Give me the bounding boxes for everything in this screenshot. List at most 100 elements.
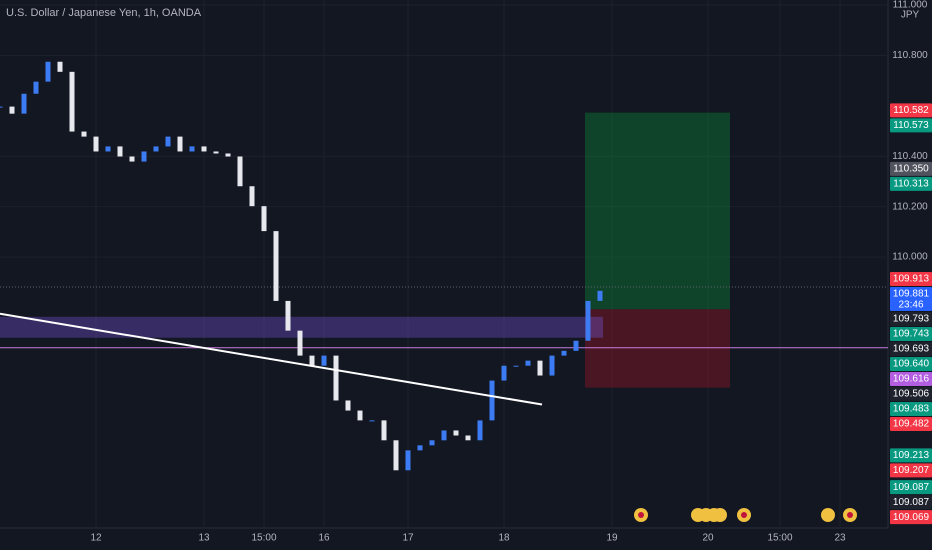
candle-body (381, 420, 387, 441)
candle-body (441, 430, 447, 441)
candle-body (585, 300, 591, 341)
price-tag (890, 286, 932, 311)
candle-body (117, 146, 123, 157)
x-tick-label: 15:00 (767, 533, 792, 544)
x-tick-label: 17 (402, 533, 414, 544)
candle-body (213, 151, 219, 154)
price-tag-label: 110.313 (893, 178, 929, 189)
candle-body (417, 445, 423, 451)
candle-body (345, 400, 351, 411)
candle-body (237, 156, 243, 187)
price-tag-label: 109.482 (893, 419, 930, 430)
event-icon (847, 512, 853, 518)
price-tag-label: 109.743 (893, 329, 930, 340)
price-tag-label: 109.213 (893, 450, 930, 461)
price-tag-label: 110.573 (893, 120, 929, 131)
candle-body (321, 355, 327, 366)
price-tag-label: 109.793 (893, 314, 930, 325)
candle-body (141, 151, 147, 162)
candle-body (225, 153, 231, 157)
x-tick-label: 16 (318, 533, 330, 544)
candle-body (549, 355, 555, 376)
event-icon (638, 512, 644, 518)
price-tag-label: 109.087 (893, 482, 930, 493)
candle-body (81, 131, 87, 137)
event-icon (821, 508, 835, 522)
plot (0, 61, 888, 471)
candle-body (45, 61, 51, 82)
x-tick-label: 13 (198, 533, 210, 544)
y-tick-label: 110.200 (892, 201, 928, 212)
price-tag-label: 109.069 (893, 512, 930, 523)
y-tick-label: 111.000 (893, 0, 928, 11)
candle-body (333, 355, 339, 401)
price-tag (890, 326, 932, 341)
candle-body (393, 440, 399, 471)
price-tag (890, 510, 932, 525)
x-tick-label: 19 (606, 533, 618, 544)
y-tick-label: 110.000 (892, 252, 928, 263)
candle-body (165, 136, 171, 147)
candle-body (261, 206, 267, 232)
candle-body (0, 106, 3, 108)
price-tag-label: 109.483 (893, 404, 930, 415)
price-tag (890, 480, 932, 495)
price-tag (890, 416, 932, 431)
candle-body (525, 360, 531, 366)
price-tag (890, 103, 932, 118)
price-tag (890, 495, 932, 510)
candle-body (429, 440, 435, 446)
candle-body (105, 146, 111, 152)
candle-body (537, 360, 543, 376)
event-icon (713, 508, 727, 522)
candle-body (357, 410, 363, 421)
price-tag (890, 118, 932, 133)
price-tag-label: 109.913 (893, 274, 930, 285)
price-tag (890, 271, 932, 286)
candle-body (297, 330, 303, 356)
price-tag (890, 463, 932, 478)
price-tag (890, 311, 932, 326)
candle-body (573, 340, 579, 351)
price-tag-label: 109.207 (893, 465, 930, 476)
price-tag-label: 110.582 (893, 105, 929, 116)
price-tag (890, 401, 932, 416)
price-tag-label: 109.881 (893, 289, 930, 300)
price-tag-label: 109.693 (893, 344, 930, 355)
price-tag-label: 109.640 (893, 359, 930, 370)
candle-body (21, 93, 27, 114)
price-tag-label: 109.087 (893, 497, 930, 508)
chart-title: U.S. Dollar / Japanese Yen, 1h, OANDA (6, 7, 202, 19)
candle-body (273, 231, 279, 301)
price-tag-label: 110.350 (893, 163, 929, 174)
price-tag (890, 356, 932, 371)
candle-body (9, 106, 15, 114)
candle-body (597, 290, 603, 301)
x-tick-label: 15:00 (251, 533, 276, 544)
currency-label: JPY (901, 10, 920, 21)
candle-body (93, 136, 99, 152)
x-tick-label: 18 (498, 533, 510, 544)
trendline (0, 312, 543, 406)
loss-zone (585, 309, 730, 388)
x-tick-label: 23 (834, 533, 846, 544)
candle-body (129, 156, 135, 162)
candle-body (69, 71, 75, 132)
candle-body (57, 61, 63, 72)
x-tick-label: 20 (702, 533, 714, 544)
candle-body (405, 450, 411, 471)
candle-body (501, 365, 507, 381)
grid (0, 0, 888, 528)
countdown: 23:46 (898, 300, 923, 311)
candle-body (285, 300, 291, 331)
price-tag (890, 371, 932, 386)
x-tick-label: 12 (90, 533, 102, 544)
events (634, 508, 857, 522)
y-tick-label: 110.800 (892, 50, 928, 61)
event-icon (741, 512, 747, 518)
candle-body (561, 350, 567, 356)
candle-body (153, 146, 159, 152)
candle-body (189, 146, 195, 152)
profit-zone (585, 112, 730, 310)
